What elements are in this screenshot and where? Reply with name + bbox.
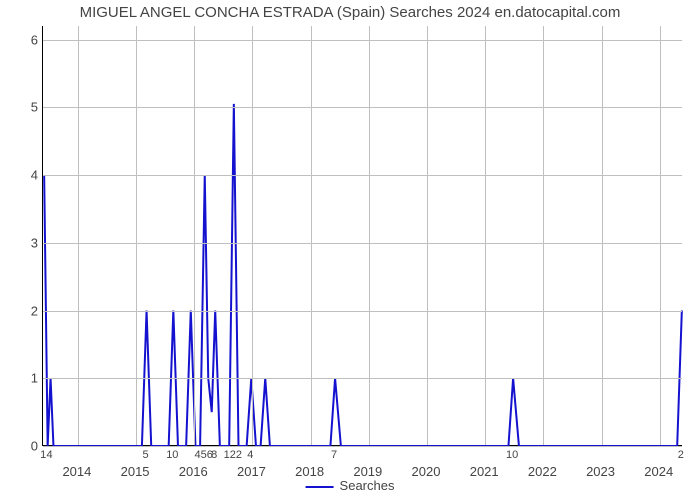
y-tick-label: 5 [8,100,38,115]
x-tick-label: 2024 [644,464,673,479]
y-tick-label: 1 [8,371,38,386]
gridline-v [602,26,603,445]
value-label: 1 [40,449,46,461]
y-tick-label: 2 [8,303,38,318]
value-label: 8 [211,449,217,461]
value-label: 4 [247,449,253,461]
gridline-v [369,26,370,445]
value-label: 4 [47,449,53,461]
x-tick-label: 2021 [470,464,499,479]
gridline-v [136,26,137,445]
x-tick-label: 2017 [237,464,266,479]
x-tick-label: 2019 [353,464,382,479]
x-tick-label: 2016 [179,464,208,479]
legend: Searches [306,478,395,493]
y-tick-label: 4 [8,168,38,183]
x-tick-label: 2014 [62,464,91,479]
gridline-v [252,26,253,445]
gridline-v [660,26,661,445]
series-line [43,26,683,446]
y-tick-label: 6 [8,32,38,47]
gridline-h [43,175,682,176]
gridline-v [427,26,428,445]
value-label: 122 [224,449,242,461]
y-tick-label: 0 [8,439,38,454]
gridline-v [311,26,312,445]
value-label: 2 [678,449,684,461]
gridline-v [485,26,486,445]
value-label: 7 [331,449,337,461]
x-tick-label: 2023 [586,464,615,479]
legend-swatch [306,486,334,488]
x-tick-label: 2020 [412,464,441,479]
y-tick-label: 3 [8,235,38,250]
gridline-v [78,26,79,445]
value-label: 5 [143,449,149,461]
gridline-h [43,378,682,379]
gridline-v [194,26,195,445]
value-label: 10 [166,449,178,461]
value-label: 10 [506,449,518,461]
legend-label: Searches [340,478,395,493]
gridline-h [43,446,682,447]
chart-title: MIGUEL ANGEL CONCHA ESTRADA (Spain) Sear… [0,4,700,21]
gridline-h [43,40,682,41]
searches-chart: MIGUEL ANGEL CONCHA ESTRADA (Spain) Sear… [0,0,700,500]
gridline-h [43,107,682,108]
x-tick-label: 2018 [295,464,324,479]
gridline-h [43,243,682,244]
x-tick-label: 2022 [528,464,557,479]
x-tick-label: 2015 [121,464,150,479]
plot-area [42,26,682,446]
gridline-h [43,311,682,312]
gridline-v [543,26,544,445]
